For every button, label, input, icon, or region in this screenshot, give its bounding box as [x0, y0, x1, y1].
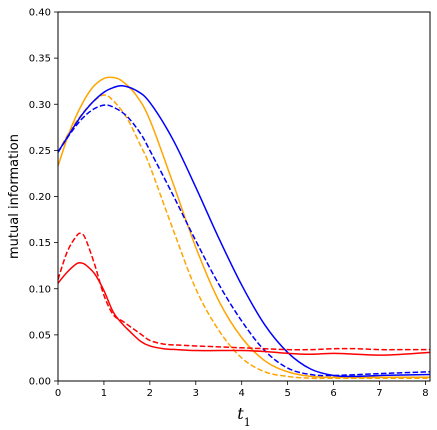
x-tick-label: 0: [55, 388, 61, 399]
y-tick-label: 0.00: [29, 377, 51, 388]
x-tick-label: 4: [239, 388, 245, 399]
series-line-blue-dashed: [57, 104, 431, 377]
x-axis-label-main: t: [237, 404, 244, 423]
y-tick-label: 0.15: [29, 238, 51, 249]
series-line-red-dashed: [57, 232, 430, 351]
y-tick-label: 0.40: [29, 8, 51, 19]
series-line-orange-solid: [57, 76, 430, 379]
y-tick-label: 0.30: [29, 100, 51, 111]
series-line-orange-dashed: [57, 94, 430, 380]
x-tick-label: 6: [330, 388, 336, 399]
series-line-red-solid: [57, 261, 431, 356]
x-tick-label: 1: [101, 388, 107, 399]
series-line-blue-solid: [57, 84, 431, 378]
x-tick-label: 5: [284, 388, 290, 399]
y-tick-label: 0.25: [29, 146, 51, 157]
y-axis-label: mutual information: [7, 134, 22, 259]
y-tick-label: 0.05: [29, 330, 51, 341]
series-lines: [57, 76, 431, 380]
plot-frame: [57, 11, 431, 382]
y-axis-ticks: 0.00 0.05 0.10 0.15 0.20 0.25 0.30 0.35 0.40: [29, 8, 58, 388]
x-axis-label-subscript: 1: [244, 416, 251, 429]
x-tick-label: 7: [376, 388, 382, 399]
x-tick-label: 8: [422, 388, 428, 399]
x-axis-ticks: 0 1 2 3 4 5 6 7 8: [55, 381, 429, 399]
y-tick-label: 0.20: [29, 192, 51, 203]
y-tick-label: 0.10: [29, 284, 51, 295]
x-tick-label: 3: [193, 388, 199, 399]
x-axis-label: t1: [237, 404, 250, 429]
y-tick-label: 0.35: [29, 54, 51, 65]
x-tick-label: 2: [147, 388, 153, 399]
